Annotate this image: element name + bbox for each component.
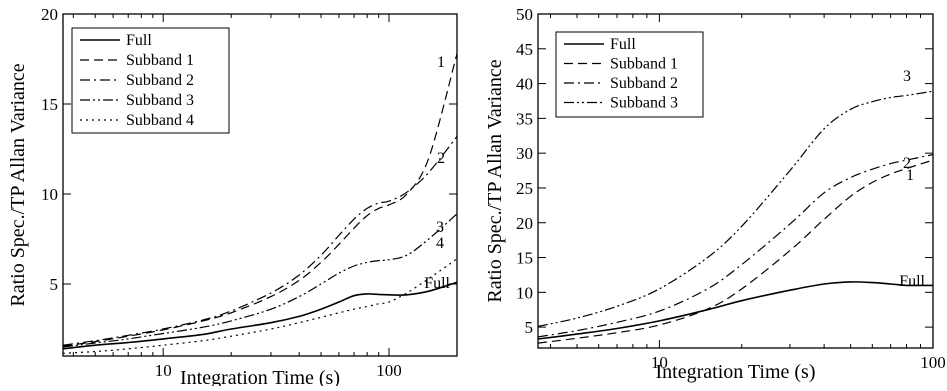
panel2-y-tick-label: 25	[516, 179, 533, 198]
panel2-y-tick-label: 50	[516, 5, 533, 24]
panel2-x-tick-label: 100	[920, 353, 946, 372]
panel1-x-tick-label: 10	[155, 361, 172, 380]
panel1-legend-label: Full	[126, 32, 152, 49]
panel1-curve-label-full: Full	[424, 275, 450, 292]
panel2-legend-label: Subband 1	[610, 56, 678, 73]
panel1-y-tick-label: 5	[50, 275, 59, 294]
panel1-curve-label-2: 2	[437, 150, 445, 167]
panel2-curve-label-2: 2	[903, 155, 911, 172]
panel1-plot-frame	[62, 13, 458, 357]
panel1-y-tick-label: 15	[41, 95, 58, 114]
panel1-y-tick-label: 20	[41, 5, 58, 24]
panel2-series-line-subband-3	[538, 90, 933, 327]
panel1-curve-label-1: 1	[437, 54, 445, 71]
panel2-y-tick-label: 45	[516, 40, 533, 59]
panel1-legend-label: Subband 2	[126, 72, 194, 89]
panel1-series-line-subband-4	[63, 258, 457, 354]
panel1-series-line-subband-3	[63, 213, 457, 348]
panel2-legend-label: Subband 2	[610, 75, 678, 92]
panel1-y-tick-label: 10	[41, 185, 58, 204]
panel1-series-line-subband-2	[63, 136, 457, 346]
panel1-y-axis-label: Ratio Spec./TP Allan Variance	[7, 63, 29, 306]
panel2-y-tick-label: 20	[516, 214, 533, 233]
panel2-legend-label: Subband 3	[610, 95, 678, 112]
panel2-y-tick-label: 40	[516, 75, 533, 94]
panel2-legend-box	[555, 31, 704, 118]
panel1-legend-label: Subband 3	[126, 92, 194, 109]
panel2-series-line-subband-1	[538, 159, 933, 344]
panel2-plot-frame	[537, 13, 934, 349]
panel1-legend-box	[71, 27, 230, 134]
panel2-curve-label-full: Full	[899, 273, 925, 290]
panel2-legend-label: Full	[610, 36, 636, 53]
panel2-x-tick-label: 10	[651, 353, 668, 372]
panel1-x-tick-label: 100	[376, 361, 402, 380]
panel1-series-line-full	[63, 281, 457, 350]
panel1-legend-label: Subband 1	[126, 52, 194, 69]
panel2-y-tick-label: 30	[516, 144, 533, 163]
panel2-y-tick-label: 5	[525, 318, 534, 337]
panel2-y-axis-label: Ratio Spec./TP Allan Variance	[484, 59, 506, 302]
panel1-curve-label-3: 3	[436, 219, 444, 236]
panel2-y-tick-label: 10	[516, 283, 533, 302]
panel2-series-line-full	[538, 281, 933, 340]
panel2-curve-label-3: 3	[903, 68, 911, 85]
panel2-curve-label-1: 1	[906, 167, 914, 184]
panel2-x-axis-label: Integration Time (s)	[656, 361, 816, 383]
panel1-x-axis-label: Integration Time (s)	[180, 367, 340, 386]
panel2-y-tick-label: 15	[516, 249, 533, 268]
panel1-curve-label-4: 4	[436, 235, 444, 252]
panel1-legend-label: Subband 4	[126, 112, 194, 129]
panel2-series-line-subband-2	[538, 154, 933, 338]
panel2-y-tick-label: 35	[516, 109, 533, 128]
